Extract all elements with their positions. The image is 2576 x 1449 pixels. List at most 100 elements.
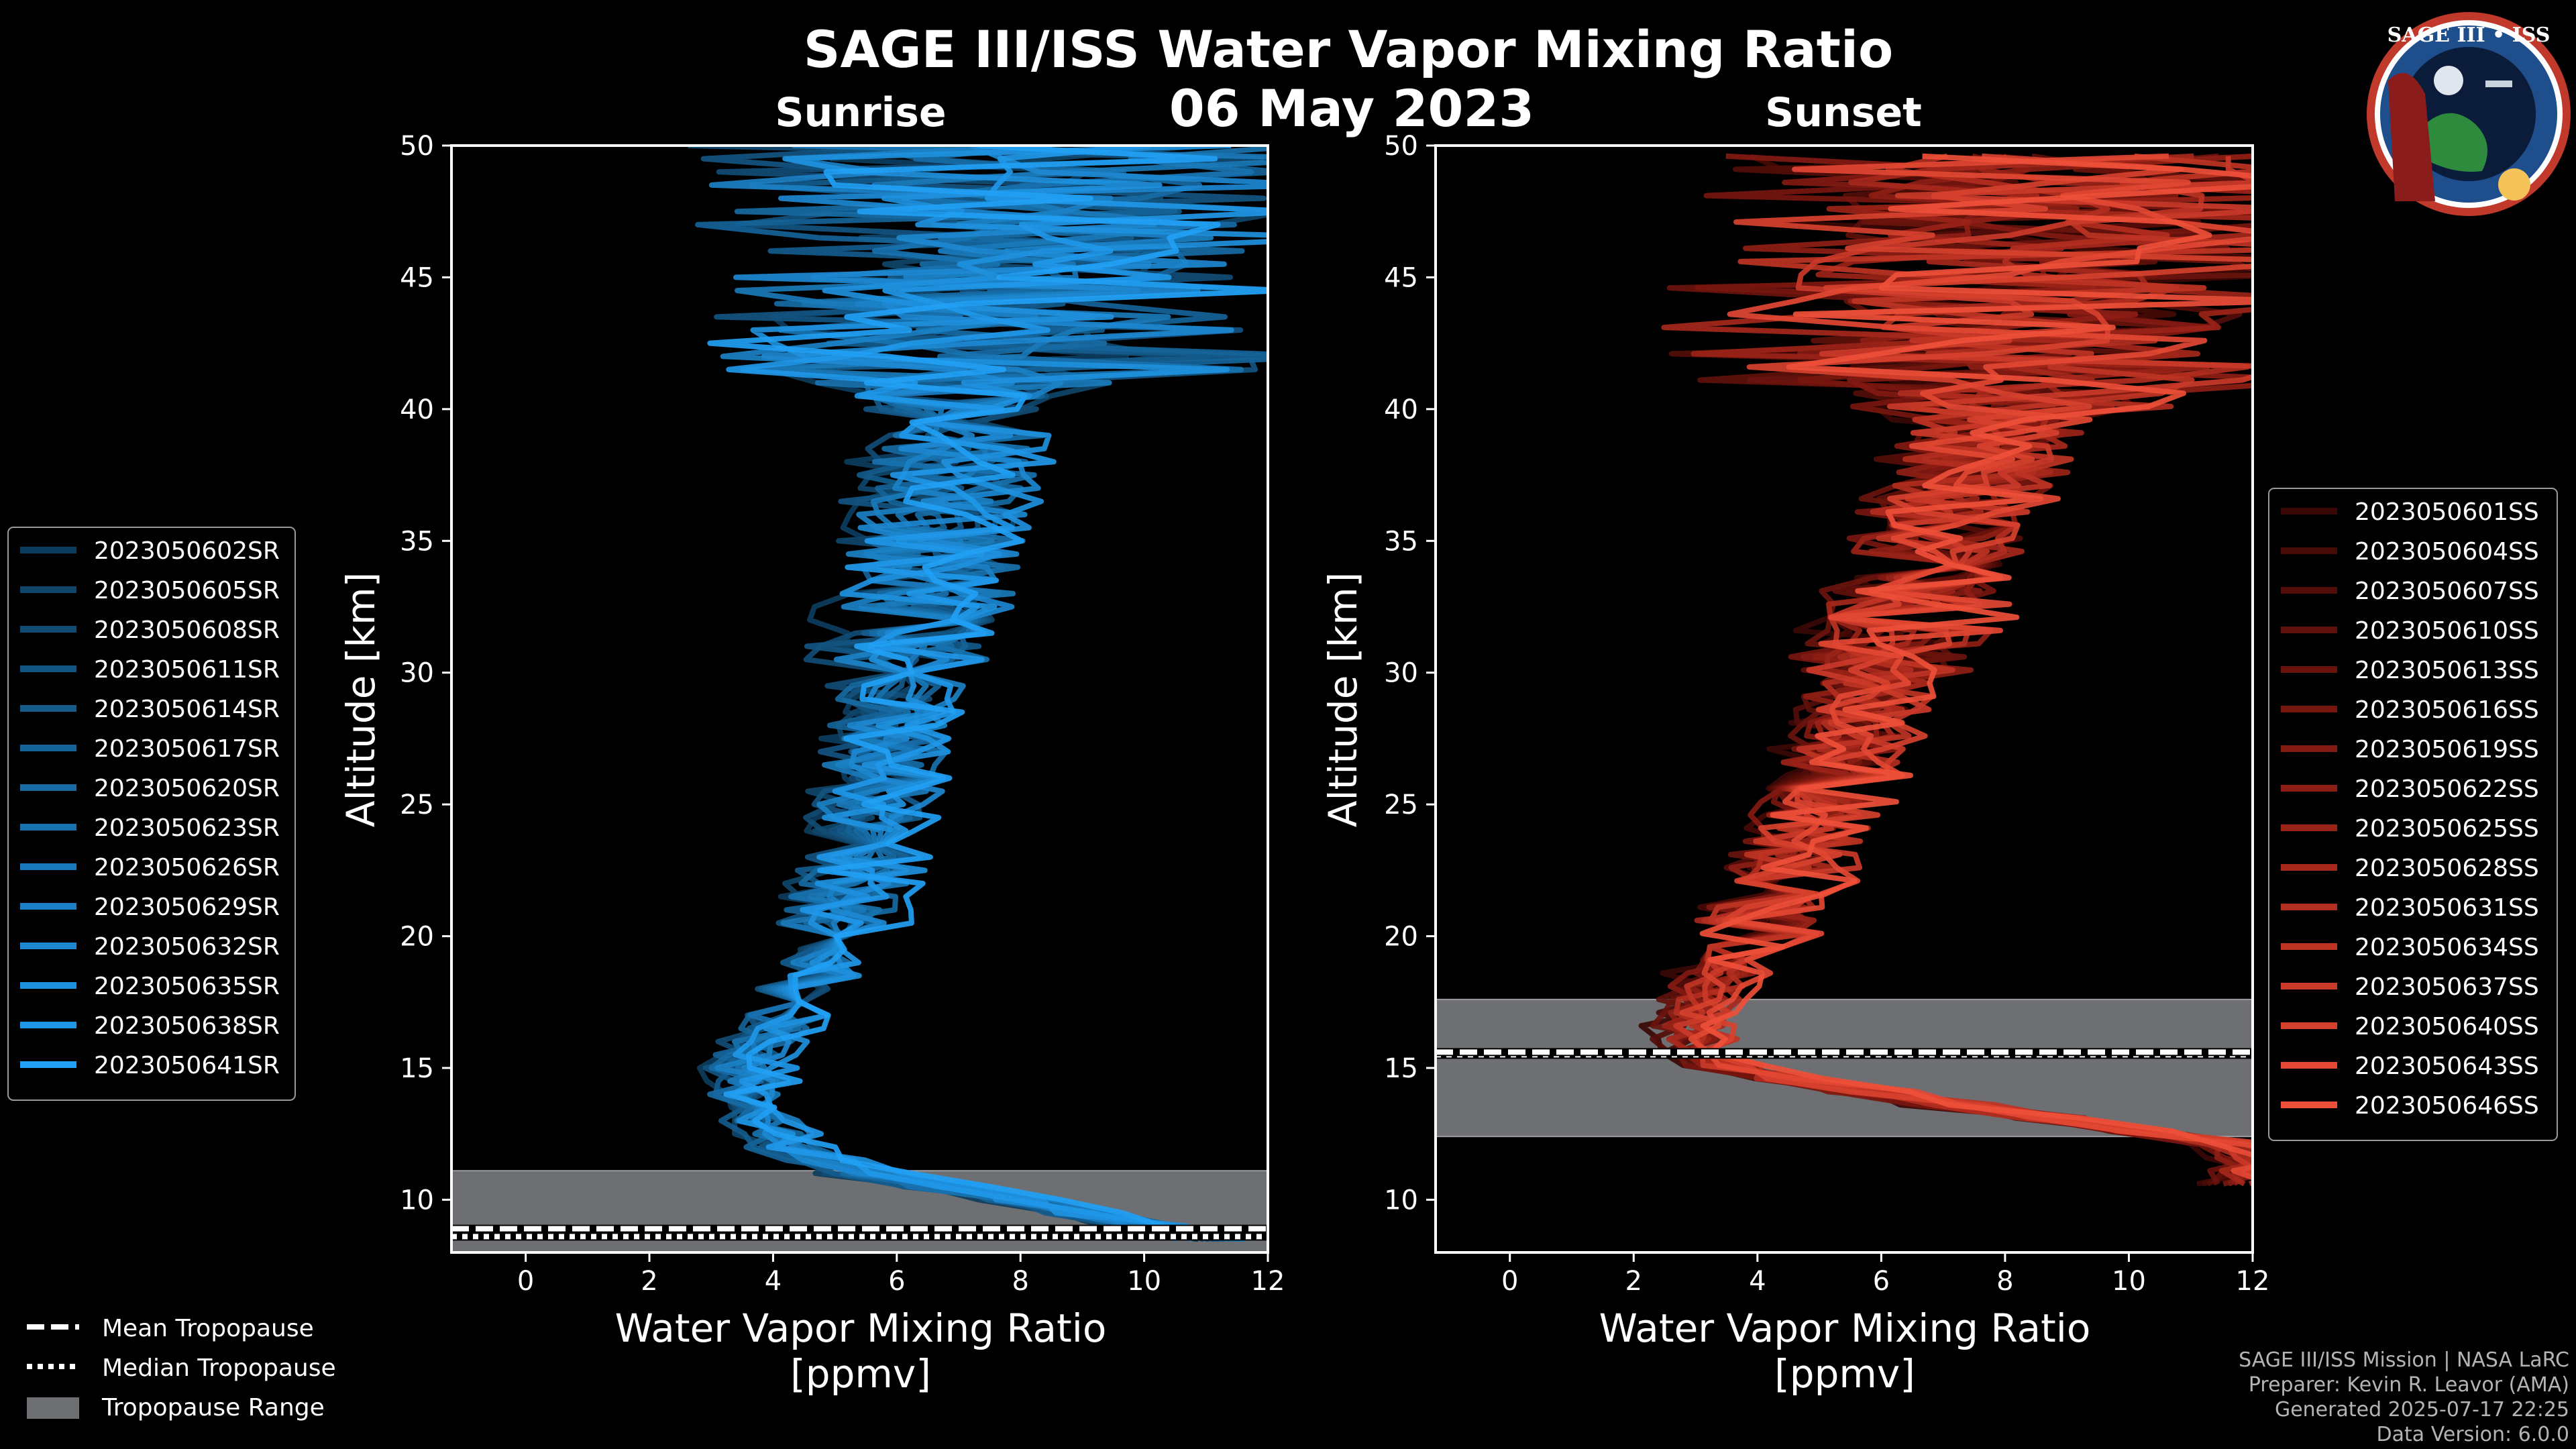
legend-entry: 2023050601SS xyxy=(2355,498,2539,526)
x-tick-label: 12 xyxy=(1251,1266,1285,1297)
legend-entry: 2023050638SR xyxy=(94,1012,280,1040)
figure-icon xyxy=(2388,72,2435,201)
y-tick-label: 35 xyxy=(400,526,434,557)
legend-entry: 2023050643SS xyxy=(2355,1053,2539,1080)
y-tick-label: 30 xyxy=(1384,658,1418,689)
legend-entry: 2023050631SS xyxy=(2355,894,2539,922)
tropopause-range-band xyxy=(1436,998,2253,1138)
y-tick-label: 20 xyxy=(400,922,434,953)
sunrise-xlabel-line2: [ppmv] xyxy=(790,1351,931,1397)
legend-entry: 2023050602SR xyxy=(94,537,280,565)
legend-entry: 2023050641SR xyxy=(94,1052,280,1079)
sunset-xlabel-line1: Water Vapor Mixing Ratio xyxy=(1599,1305,2091,1351)
sunset-panel: 0 2 4 6 8 10 12 10 15 20 25 30 35 40 45 50 Water Vapor … xyxy=(1320,131,2270,1397)
x-tick-label: 6 xyxy=(1873,1266,1890,1297)
legend-entry: 2023050622SS xyxy=(2355,775,2539,803)
sunset-legend: 2023050601SS 2023050604SS 2023050607SS 2023… xyxy=(2268,488,2558,1141)
logo-name: SAGE III • ISS xyxy=(2387,23,2551,47)
chart-title: SAGE III/ISS Water Vapor Mixing Ratio xyxy=(804,19,1894,79)
profile-line-2023050643SS xyxy=(1688,153,2253,1181)
legend-entry: 2023050614SR xyxy=(94,696,280,723)
sunrise-ylabel: Altitude [km] xyxy=(338,572,384,827)
legend-entry: 2023050640SS xyxy=(2355,1013,2539,1040)
date-label: 06 May 2023 xyxy=(1169,78,1534,138)
profile-line-2023050641SR xyxy=(707,146,1268,1242)
legend-entry: 2023050616SS xyxy=(2355,696,2539,724)
tropopause-range-swatch xyxy=(27,1397,79,1419)
legend-entry: 2023050610SS xyxy=(2355,617,2539,645)
legend-entry: 2023050635SR xyxy=(94,973,280,1000)
legend-entry: 2023050628SS xyxy=(2355,855,2539,882)
y-tick-label: 50 xyxy=(1384,131,1418,162)
sunrise-panel: 0 2 4 6 8 10 12 10 15 20 25 30 35 40 45 50 Water Vapor … xyxy=(338,131,1285,1397)
legend-entry: 2023050620SR xyxy=(94,775,280,802)
legend-entry: 2023050632SR xyxy=(94,933,280,961)
legend-entry: 2023050626SR xyxy=(94,854,280,881)
legend-entry: 2023050623SR xyxy=(94,814,280,842)
x-tick-label: 12 xyxy=(2236,1266,2270,1297)
sunrise-xlabel-line1: Water Vapor Mixing Ratio xyxy=(615,1305,1107,1351)
legend-entry: 2023050617SR xyxy=(94,735,280,763)
tropopause-range-label: Tropopause Range xyxy=(101,1394,325,1421)
sun-icon xyxy=(2498,168,2530,201)
profile-line-2023050646SS xyxy=(1699,153,2253,1158)
y-tick-label: 35 xyxy=(1384,526,1418,557)
moon-icon xyxy=(2434,66,2463,95)
x-tick-label: 8 xyxy=(1996,1266,2013,1297)
profile-line-2023050629SR xyxy=(708,146,1246,1242)
profile-line-2023050635SR xyxy=(729,146,1268,1240)
y-tick-label: 40 xyxy=(400,394,434,425)
x-tick-label: 2 xyxy=(641,1266,657,1297)
x-tick-label: 6 xyxy=(888,1266,905,1297)
x-tick-label: 4 xyxy=(765,1266,782,1297)
y-tick-label: 45 xyxy=(1384,262,1418,293)
legend-entry: 2023050605SR xyxy=(94,577,280,604)
y-tick-label: 20 xyxy=(1384,922,1418,953)
y-tick-label: 25 xyxy=(400,790,434,820)
y-tick-label: 10 xyxy=(1384,1185,1418,1216)
x-tick-label: 8 xyxy=(1012,1266,1028,1297)
x-tick-label: 10 xyxy=(2112,1266,2146,1297)
median-tropopause-label: Median Tropopause xyxy=(102,1354,336,1382)
legend-entry: 2023050634SS xyxy=(2355,934,2539,961)
footer-mission: SAGE III/ISS Mission | NASA LaRC xyxy=(2239,1348,2569,1372)
iss-icon xyxy=(2485,80,2512,87)
y-tick-label: 40 xyxy=(1384,394,1418,425)
y-tick-label: 15 xyxy=(400,1053,434,1084)
legend-entry: 2023050637SS xyxy=(2355,973,2539,1001)
mean-tropopause-label: Mean Tropopause xyxy=(102,1315,314,1342)
legend-entry: 2023050646SS xyxy=(2355,1092,2539,1120)
x-tick-label: 0 xyxy=(517,1266,534,1297)
sunrise-panel-title: Sunrise xyxy=(775,89,946,136)
sunrise-plot-frame xyxy=(450,144,1269,1254)
sunset-ylabel: Altitude [km] xyxy=(1320,572,1366,827)
y-tick-label: 50 xyxy=(400,131,434,162)
x-tick-label: 4 xyxy=(1749,1266,1766,1297)
sunset-plot-frame xyxy=(1434,144,2254,1254)
footer-preparer: Preparer: Kevin R. Leavor (AMA) xyxy=(2249,1373,2569,1397)
y-tick-label: 10 xyxy=(400,1185,434,1216)
sunset-xlabel-line2: [ppmv] xyxy=(1774,1351,1915,1397)
legend-entry: 2023050629SR xyxy=(94,894,280,921)
legend-entry: 2023050604SS xyxy=(2355,538,2539,566)
y-tick-label: 30 xyxy=(400,658,434,689)
legend-entry: 2023050607SS xyxy=(2355,578,2539,605)
profile-line-2023050638SR xyxy=(726,146,1268,1242)
profile-line-2023050622SS xyxy=(1668,153,2253,1186)
y-tick-label: 45 xyxy=(400,262,434,293)
footer-generated: Generated 2025-07-17 22:25 xyxy=(2275,1398,2569,1421)
x-tick-label: 0 xyxy=(1501,1266,1518,1297)
y-tick-label: 25 xyxy=(1384,790,1418,820)
x-tick-label: 10 xyxy=(1127,1266,1161,1297)
legend-entry: 2023050625SS xyxy=(2355,815,2539,843)
legend-frame xyxy=(7,527,296,1101)
y-tick-label: 15 xyxy=(1384,1053,1418,1084)
legend-entry: 2023050619SS xyxy=(2355,736,2539,763)
tropopause-legend: Mean Tropopause Median Tropopause Tropop… xyxy=(27,1315,336,1421)
legend-entry: 2023050613SS xyxy=(2355,657,2539,684)
profile-line-2023050625SS xyxy=(1662,154,2253,1185)
sunset-panel-title: Sunset xyxy=(1765,89,1922,136)
profile-line-2023050632SR xyxy=(733,146,1268,1242)
footer-version: Data Version: 6.0.0 xyxy=(2377,1423,2569,1446)
sage-mission-logo: SAGE III • ISS xyxy=(2367,12,2571,216)
